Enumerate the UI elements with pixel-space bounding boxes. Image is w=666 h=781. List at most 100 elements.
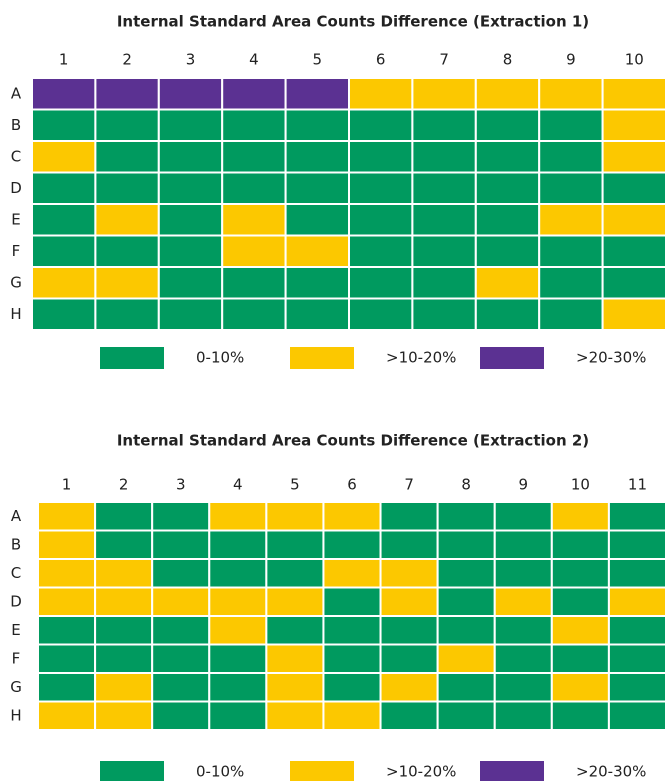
- row-label: E: [11, 621, 20, 639]
- column-label: 1: [59, 51, 69, 69]
- cell: [221, 108, 287, 142]
- legend-swatch: [480, 761, 544, 781]
- cell: [322, 700, 382, 731]
- row-label: E: [11, 210, 20, 228]
- cell: [151, 586, 211, 617]
- cell: [379, 672, 439, 703]
- column-label: 5: [290, 476, 300, 494]
- cell: [493, 615, 553, 646]
- cell: [436, 529, 496, 560]
- cell: [607, 558, 666, 589]
- cell: [493, 700, 553, 731]
- legend-label: >10-20%: [386, 349, 456, 367]
- cell: [157, 203, 224, 237]
- cell: [607, 672, 666, 703]
- cell: [157, 77, 224, 111]
- legend-swatch: [100, 761, 164, 781]
- column-label: 3: [186, 51, 196, 69]
- cell: [550, 643, 610, 674]
- cell: [411, 140, 477, 174]
- cell: [379, 615, 439, 646]
- cell: [37, 700, 97, 731]
- cell: [94, 171, 160, 205]
- cell: [284, 297, 351, 331]
- cell: [493, 558, 553, 589]
- cell: [284, 77, 351, 111]
- column-label: 6: [347, 476, 357, 494]
- cell: [474, 77, 541, 111]
- legend-label: 0-10%: [196, 763, 244, 781]
- cell: [31, 297, 97, 331]
- column-label: 1: [62, 476, 72, 494]
- column-label: 11: [628, 476, 647, 494]
- column-label: 9: [566, 51, 576, 69]
- cell: [601, 140, 666, 174]
- cell: [411, 266, 477, 300]
- cell: [322, 615, 382, 646]
- row-label: H: [10, 706, 21, 724]
- row-label: H: [10, 305, 21, 323]
- cell: [538, 108, 604, 142]
- cell: [322, 501, 382, 532]
- cell: [348, 140, 414, 174]
- cell: [94, 529, 154, 560]
- cell: [208, 529, 268, 560]
- cell: [157, 266, 224, 300]
- legend-label: 0-10%: [196, 349, 244, 367]
- cell: [208, 615, 268, 646]
- legend-swatch: [290, 761, 354, 781]
- cell: [265, 672, 325, 703]
- cell: [348, 171, 414, 205]
- row-label: C: [11, 564, 21, 582]
- cell: [37, 529, 97, 560]
- cell: [411, 108, 477, 142]
- cell: [208, 558, 268, 589]
- legend-swatch: [290, 347, 354, 369]
- cell: [151, 529, 211, 560]
- cell: [538, 77, 604, 111]
- row-label: F: [12, 242, 21, 260]
- cell: [607, 615, 666, 646]
- cell: [550, 529, 610, 560]
- cell: [493, 586, 553, 617]
- cell: [474, 234, 541, 268]
- cell: [157, 297, 224, 331]
- cell: [348, 234, 414, 268]
- cell: [37, 672, 97, 703]
- cell: [31, 171, 97, 205]
- cell: [436, 558, 496, 589]
- legend-swatch: [100, 347, 164, 369]
- column-label: 2: [119, 476, 129, 494]
- cell: [151, 615, 211, 646]
- row-label: B: [11, 535, 21, 553]
- cell: [493, 529, 553, 560]
- cell: [221, 77, 287, 111]
- cell: [322, 529, 382, 560]
- cell: [607, 529, 666, 560]
- cell: [31, 266, 97, 300]
- cell: [436, 501, 496, 532]
- cell: [436, 586, 496, 617]
- cell: [37, 501, 97, 532]
- cell: [208, 700, 268, 731]
- column-label: 2: [122, 51, 132, 69]
- cell: [31, 108, 97, 142]
- cell: [607, 501, 666, 532]
- legend-swatch: [480, 347, 544, 369]
- cell: [322, 643, 382, 674]
- cell: [157, 140, 224, 174]
- cell: [379, 700, 439, 731]
- cell: [601, 108, 666, 142]
- cell: [94, 203, 160, 237]
- row-label: F: [12, 649, 21, 667]
- cell: [322, 558, 382, 589]
- cell: [31, 77, 97, 111]
- cell: [607, 586, 666, 617]
- cell: [348, 203, 414, 237]
- cell: [265, 643, 325, 674]
- row-label: A: [11, 507, 22, 525]
- row-label: D: [10, 592, 22, 610]
- cell: [348, 266, 414, 300]
- cell: [474, 171, 541, 205]
